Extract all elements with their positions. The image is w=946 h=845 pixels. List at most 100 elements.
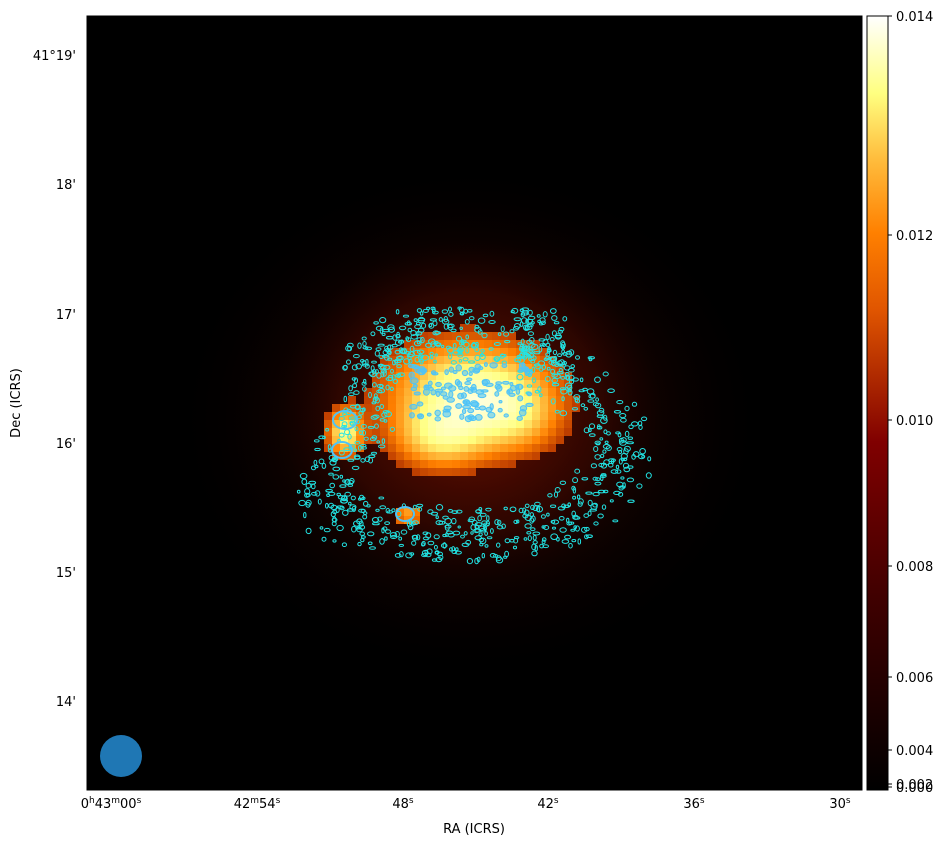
contour-line: [319, 526, 324, 530]
contour-line: [410, 334, 418, 340]
image-pixel: [412, 460, 420, 468]
image-pixel: [500, 436, 508, 444]
contour-line: [400, 529, 408, 535]
contour-line: [429, 318, 437, 322]
contour-line: [396, 331, 400, 338]
contour-line: [529, 512, 534, 518]
image-pixel: [452, 332, 460, 340]
contour-line: [638, 424, 643, 430]
contour-line: [353, 448, 357, 453]
contour-line: [331, 441, 353, 459]
image-pixel: [524, 348, 532, 356]
contour-line: [585, 491, 593, 495]
contour-line: [545, 333, 550, 341]
image-pixel: [476, 380, 484, 388]
contour-line: [331, 517, 338, 523]
contour-line: [340, 495, 348, 502]
contour-line: [620, 417, 627, 423]
image-pixel: [428, 404, 436, 412]
colorbar-tick-label: 0.010: [896, 414, 933, 429]
contour-line: [474, 324, 480, 330]
image-pixel: [444, 444, 452, 452]
image-pixel: [404, 428, 412, 436]
contour-line: [550, 533, 559, 541]
contour-line: [317, 498, 322, 505]
contour-line: [627, 436, 633, 440]
image-pixel: [548, 444, 556, 452]
image-pixel: [452, 444, 460, 452]
image-pixel: [412, 356, 420, 364]
contour-line: [395, 506, 415, 522]
contour-line: [613, 490, 621, 495]
contour-line: [584, 534, 589, 540]
contour-line: [412, 365, 421, 370]
contour-line: [527, 315, 536, 321]
colorbar: [866, 15, 889, 791]
contour-line: [486, 536, 493, 540]
contour-line: [343, 364, 348, 370]
contour-line: [478, 532, 483, 537]
contour-line: [374, 423, 379, 429]
contour-line: [442, 542, 447, 549]
contour-line: [558, 326, 565, 332]
contour-line: [603, 459, 610, 466]
contour-line: [303, 512, 307, 519]
image-pixel: [364, 412, 372, 420]
contour-line: [361, 496, 366, 500]
contour-line: [579, 377, 584, 383]
image-pixel: [412, 508, 420, 516]
image-pixel: [508, 460, 516, 468]
contour-line: [530, 321, 535, 325]
contour-line: [595, 442, 601, 446]
contour-line: [513, 537, 519, 544]
image-pixel: [388, 420, 396, 428]
contour-line: [353, 390, 360, 395]
contour-line: [433, 359, 437, 364]
contour-line: [533, 351, 541, 355]
contour-line: [299, 472, 308, 480]
contour-line: [581, 526, 588, 533]
contour-line: [583, 427, 590, 434]
contour-line: [442, 533, 447, 538]
contour-line: [527, 535, 532, 542]
contour-line: [554, 487, 561, 493]
contour-line: [426, 306, 431, 310]
contour-line: [547, 493, 553, 498]
contour-line: [416, 340, 421, 345]
contour-line: [531, 550, 538, 557]
image-pixel: [388, 404, 396, 412]
image-pixel: [444, 332, 452, 340]
contour-line: [627, 499, 635, 503]
contour-line: [551, 377, 558, 384]
contour-line: [558, 516, 565, 521]
contour-line: [376, 389, 383, 394]
image-pixel: [324, 436, 332, 444]
contour-line: [544, 376, 551, 382]
image-pixel: [532, 444, 540, 452]
contour-line: [620, 476, 625, 480]
contour-line: [462, 339, 467, 343]
contour-line: [521, 362, 526, 367]
image-pixel: [396, 388, 404, 396]
contour-line: [564, 534, 572, 540]
contour-line: [408, 371, 415, 379]
image-pixel: [412, 420, 420, 428]
contour-line: [583, 513, 590, 518]
contour-line: [526, 384, 533, 388]
contour-line: [430, 341, 436, 348]
contour-line: [448, 366, 455, 373]
image-pixel: [556, 428, 564, 436]
image-pixel: [380, 412, 388, 420]
contour-line: [444, 517, 452, 525]
image-pixel: [388, 452, 396, 460]
image-pixel: [492, 420, 500, 428]
image-pixel: [388, 348, 396, 356]
image-pixel: [420, 420, 428, 428]
image-pixel: [420, 380, 428, 388]
image-pixel: [524, 428, 532, 436]
image-pixel: [332, 420, 340, 428]
image-pixel: [492, 460, 500, 468]
contour-line: [406, 320, 411, 326]
contour-line: [396, 364, 402, 369]
contour-line: [413, 391, 421, 396]
